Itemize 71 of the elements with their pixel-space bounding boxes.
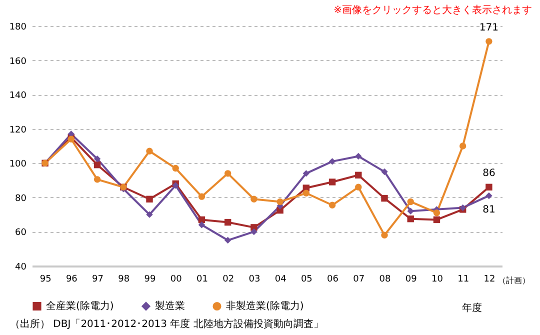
x-tick-label: 03 (248, 274, 260, 284)
text: ※画像をクリックすると大きく表示されます (334, 4, 532, 16)
point (172, 164, 179, 172)
y-tick-label: 40 (15, 262, 27, 272)
point (94, 176, 101, 183)
point (224, 170, 232, 177)
point (198, 222, 206, 228)
y-tick-label: 140 (9, 91, 27, 102)
point (433, 216, 440, 224)
data-label: 86 (482, 168, 496, 180)
data-label: 171 (479, 22, 498, 34)
x-tick-label: 00 (170, 274, 182, 284)
point (302, 190, 310, 196)
point (381, 232, 388, 238)
point (486, 38, 492, 45)
x-tick-label: 08 (379, 274, 391, 284)
legend-label: 製造業 (155, 300, 185, 312)
data-label: 81 (482, 204, 496, 216)
point (407, 208, 414, 214)
x-tick-label: 01 (196, 274, 208, 284)
point (355, 184, 362, 190)
point (328, 178, 336, 186)
x-tick-label: 05 (300, 274, 312, 284)
x-tick-label: 10 (431, 274, 444, 284)
y-tick-label: 120 (9, 125, 27, 136)
y-tick-label: 180 (9, 22, 27, 32)
x-tick-label: 09 (405, 274, 418, 284)
point (224, 236, 232, 244)
point (381, 168, 388, 176)
point (250, 228, 258, 236)
x-tick-label: 96 (66, 274, 78, 284)
x-tick-label: 97 (92, 274, 104, 284)
x-tick-label: 04 (274, 274, 287, 284)
y-tick-label: 100 (9, 160, 27, 170)
x-tick-label: 02 (222, 274, 234, 284)
point (459, 142, 466, 150)
point (146, 211, 153, 218)
x-tick-label: 06 (327, 274, 339, 284)
point (328, 158, 336, 165)
point (198, 193, 206, 200)
x-tick-label: 12 (484, 274, 496, 284)
point (94, 162, 101, 168)
point (328, 202, 336, 208)
point (355, 172, 362, 178)
x-tick-label: 95 (40, 274, 52, 284)
point (433, 210, 440, 216)
point (407, 216, 414, 222)
point (407, 198, 414, 206)
point (146, 196, 153, 202)
x-tick-label: 98 (118, 274, 130, 284)
point (250, 196, 258, 202)
x-tick-label: 11 (458, 274, 470, 284)
legend-label: 非製造業(除電力) (226, 300, 304, 312)
point (146, 148, 153, 154)
y-tick-label: 60 (15, 228, 27, 238)
legend-label: 全産業(除電力) (46, 300, 114, 312)
point (224, 218, 232, 226)
x-tick-label: 99 (144, 274, 156, 284)
point (381, 194, 388, 202)
text: （計画） (498, 276, 530, 285)
point (486, 192, 492, 200)
text: （出所） DBJ「2011･2012･2013 年度 北陸地方設備投資動向調査」 (10, 318, 324, 330)
y-tick-label: 160 (9, 56, 27, 67)
point (355, 152, 362, 160)
point (302, 170, 310, 177)
point (94, 156, 101, 162)
point (486, 184, 492, 190)
y-tick-label: 80 (15, 194, 27, 204)
point (276, 198, 284, 206)
x-tick-label: 07 (353, 274, 365, 284)
x-axis-title: 年度 (462, 302, 482, 314)
